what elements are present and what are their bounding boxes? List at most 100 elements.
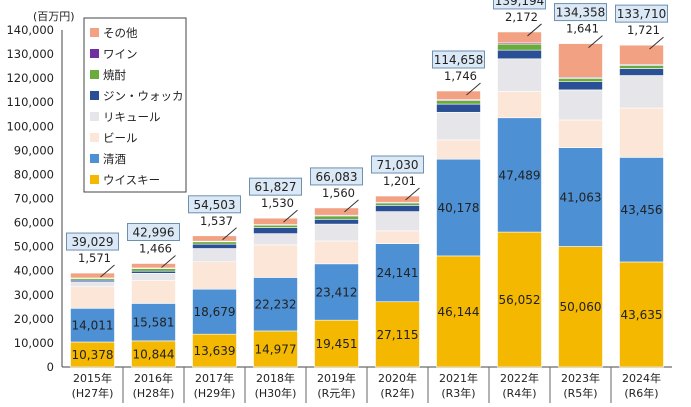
- x-tick-label-era: (H28年): [133, 386, 175, 400]
- x-tick-label-year: 2015年: [73, 371, 112, 385]
- bar-segment: [254, 225, 298, 227]
- bar-segment: [498, 44, 542, 50]
- legend-label: 焼酎: [103, 68, 126, 82]
- y-tick-label: 130,000: [6, 47, 54, 61]
- x-tick-label-year: 2021年: [439, 371, 478, 385]
- data-label-other: 2,172: [505, 10, 538, 24]
- bar-segment: [498, 32, 542, 43]
- y-tick-label: 100,000: [6, 119, 54, 133]
- data-label-sake: 15,581: [133, 316, 175, 330]
- x-tick-label-era: (R4年): [502, 386, 536, 400]
- bar-segment: [559, 90, 603, 120]
- bar-segment: [620, 65, 664, 68]
- bar-segment: [559, 44, 603, 78]
- x-tick-label-era: (H29年): [194, 386, 236, 400]
- bar-segment: [620, 76, 664, 108]
- x-tick-label-era: (R2年): [380, 386, 414, 400]
- bar-segment: [71, 273, 115, 278]
- bar-segment: [498, 50, 542, 59]
- x-tick-label-era: (R元年): [317, 386, 355, 400]
- data-label-other: 1,641: [566, 22, 599, 36]
- data-label-sake: 14,011: [72, 319, 114, 333]
- bar-segment: [315, 241, 359, 264]
- bar-segment: [254, 245, 298, 277]
- y-tick-label: 40,000: [14, 264, 54, 278]
- x-tick-label-year: 2023年: [561, 371, 600, 385]
- bar-segment: [559, 120, 603, 148]
- legend-label: リキュール: [103, 110, 161, 124]
- total-label: 66,083: [316, 170, 358, 184]
- bar-segment: [315, 224, 359, 241]
- bar-segment: [315, 208, 359, 215]
- legend-swatch: [90, 91, 99, 100]
- data-label-other: 1,530: [261, 196, 294, 210]
- data-label-whisky: 46,144: [438, 305, 480, 319]
- y-axis-unit-label: (百万円): [33, 10, 75, 23]
- data-label-sake: 24,141: [377, 266, 419, 280]
- bar-segment: [559, 82, 603, 90]
- bar-segment: [193, 244, 237, 248]
- total-label: 39,029: [72, 235, 114, 249]
- bar-segment: [71, 282, 115, 287]
- data-label-sake: 18,679: [194, 305, 236, 319]
- bar-segment: [437, 112, 481, 140]
- y-tick-label: 110,000: [6, 95, 54, 109]
- x-tick-label-year: 2020年: [378, 371, 417, 385]
- data-label-sake: 40,178: [438, 201, 480, 215]
- data-label-whisky: 19,451: [316, 337, 358, 351]
- bar-segment: [620, 69, 664, 76]
- total-label: 71,030: [377, 158, 419, 172]
- bar-segment: [376, 196, 420, 202]
- total-label: 114,658: [434, 53, 484, 67]
- bar-segment: [376, 205, 420, 211]
- bar-segment: [620, 45, 664, 64]
- data-label-other: 1,466: [139, 242, 172, 256]
- data-label-sake: 47,489: [499, 168, 541, 182]
- bar-segment: [620, 108, 664, 157]
- total-label: 139,194: [495, 0, 545, 8]
- x-tick-label-era: (R6年): [624, 386, 658, 400]
- data-label-sake: 41,063: [560, 191, 602, 205]
- y-tick-label: 80,000: [14, 167, 54, 181]
- x-tick-label-year: 2017年: [195, 371, 234, 385]
- data-label-other: 1,571: [78, 251, 111, 265]
- x-tick-label-year: 2019年: [317, 371, 356, 385]
- x-tick-label-era: (R3年): [441, 386, 475, 400]
- bar-segment: [132, 268, 176, 271]
- bar-segment: [437, 100, 481, 104]
- y-tick-label: 10,000: [14, 336, 54, 350]
- data-label-other: 1,537: [200, 214, 233, 228]
- y-tick-label: 20,000: [14, 312, 54, 326]
- total-label: 133,710: [617, 7, 667, 21]
- data-label-other: 1,721: [627, 23, 660, 37]
- bar-segment: [315, 216, 359, 219]
- bar-segment: [376, 212, 420, 231]
- bar-segment: [498, 59, 542, 91]
- bar-segment: [437, 104, 481, 112]
- legend-swatch: [90, 70, 99, 79]
- legend-label: その他: [103, 26, 138, 40]
- legend-swatch: [90, 154, 99, 163]
- legend-label: ビール: [103, 131, 138, 145]
- total-label: 134,358: [556, 6, 606, 20]
- data-label-sake: 23,412: [316, 286, 358, 300]
- data-label-whisky: 10,378: [72, 348, 114, 362]
- data-label-whisky: 43,635: [621, 308, 663, 322]
- x-tick-label-year: 2018年: [256, 371, 295, 385]
- bar-segment: [437, 91, 481, 100]
- legend-swatch: [90, 133, 99, 142]
- bar-segment: [376, 231, 420, 244]
- bar-segment: [132, 271, 176, 273]
- legend-label: ウイスキー: [103, 173, 160, 187]
- bar-segment: [193, 236, 237, 241]
- data-label-sake: 22,232: [255, 298, 297, 312]
- bar-segment: [132, 273, 176, 280]
- legend-box: [84, 18, 186, 192]
- total-label: 61,827: [255, 180, 297, 194]
- bar-segment: [254, 218, 298, 224]
- data-label-whisky: 56,052: [499, 293, 541, 307]
- bar-segment: [132, 264, 176, 268]
- data-label-other: 1,560: [322, 186, 355, 200]
